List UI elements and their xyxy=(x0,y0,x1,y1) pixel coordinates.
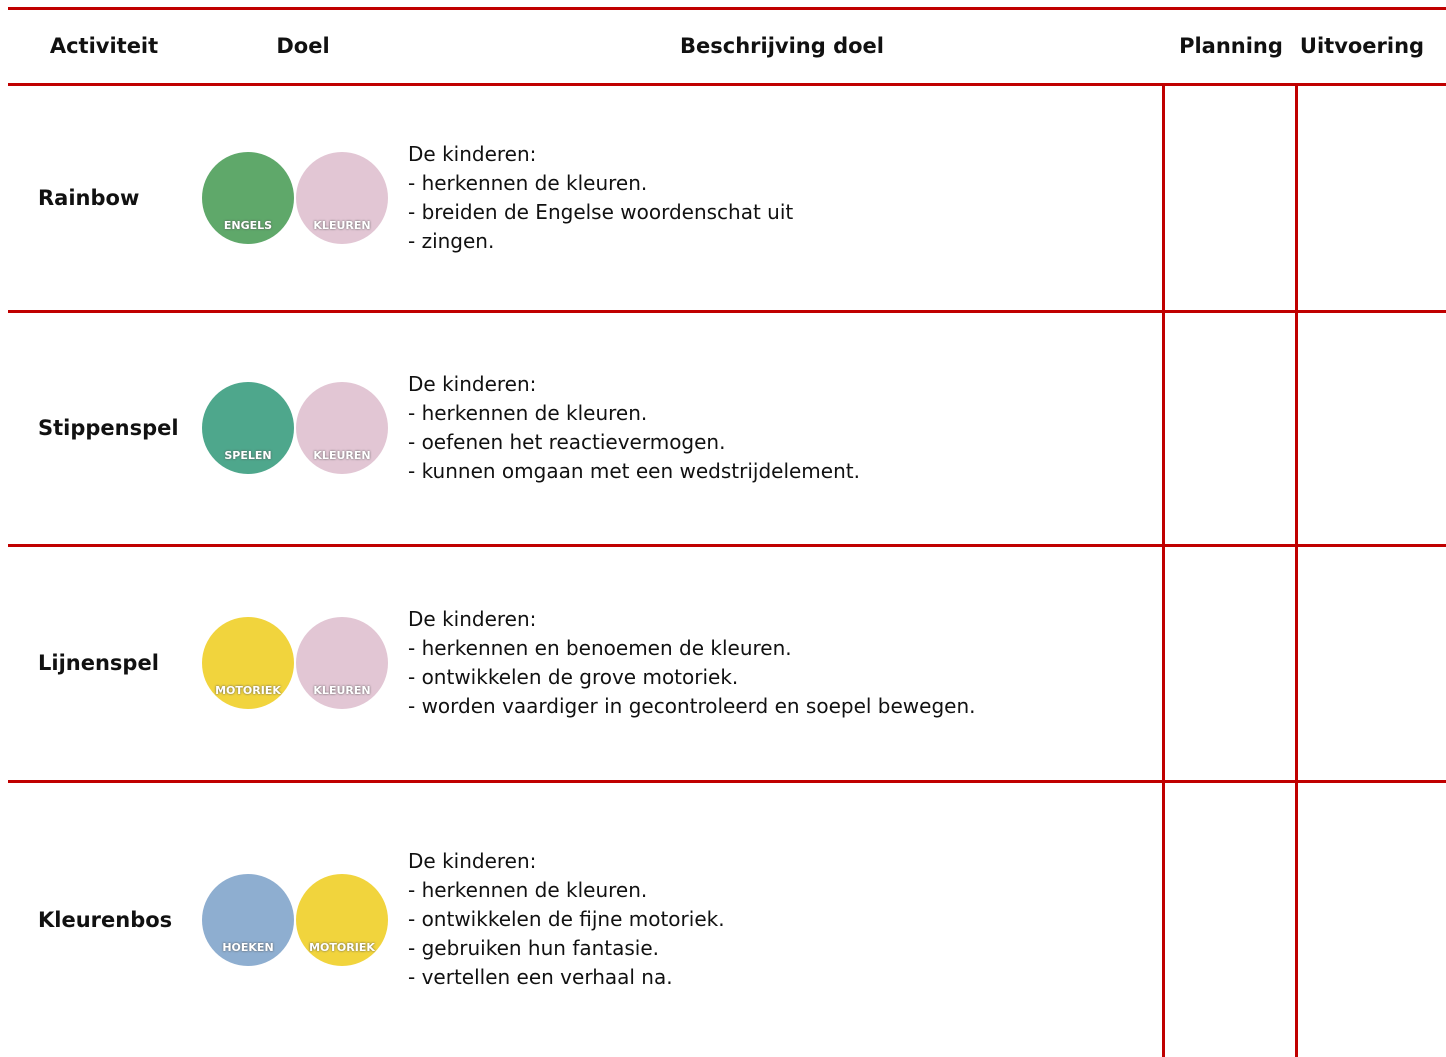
description-item: - herkennen de kleuren. xyxy=(408,171,648,195)
rule xyxy=(8,780,1446,783)
column-rule xyxy=(1295,84,1298,1057)
activity: Rainbow xyxy=(38,186,140,210)
description-item: - kunnen omgaan met een wedstrijdelement… xyxy=(408,459,860,483)
icon-label: SPELEN xyxy=(224,449,272,462)
goal-icon: ENGELS xyxy=(202,152,294,244)
description-item: - ontwikkelen de fijne motoriek. xyxy=(408,907,725,931)
goal-icon: KLEUREN xyxy=(296,152,388,244)
activity: Stippenspel xyxy=(38,416,179,440)
header-cell: Planning xyxy=(1179,34,1283,58)
description-item: - zingen. xyxy=(408,229,495,253)
icon-label: ENGELS xyxy=(223,219,273,232)
icon-label: HOEKEN xyxy=(222,940,274,954)
description-intro: De kinderen: xyxy=(408,142,537,166)
goal-icon: MOTORIEK xyxy=(296,873,388,966)
goal-icon: KLEUREN xyxy=(296,617,388,709)
icon-label: MOTORIEK xyxy=(215,684,281,697)
goal-icons: ENGELS KLEUREN xyxy=(202,152,388,244)
description: De kinderen: - herkennen de kleuren. - ont… xyxy=(408,847,725,992)
rule xyxy=(8,7,1446,10)
table-row: Lijnenspel MOTORIEK KLEUREN De kinderen: - h… xyxy=(0,546,1160,780)
description: De kinderen: - herkennen en benoemen de k… xyxy=(408,605,975,721)
table-row: Rainbow ENGELS KLEUREN De kinderen: - herken… xyxy=(0,86,1160,310)
header-cell: Uitvoering xyxy=(1299,34,1425,58)
description-intro: De kinderen: xyxy=(408,607,537,631)
description: De kinderen: - herkennen de kleuren. - bre… xyxy=(408,140,793,256)
column-rule xyxy=(1162,84,1165,1057)
description-item: - herkennen de kleuren. xyxy=(408,401,648,425)
activity: Kleurenbos xyxy=(38,907,173,932)
activity: Lijnenspel xyxy=(38,651,159,675)
goal-icon: KLEUREN xyxy=(296,382,388,474)
description-item: - ontwikkelen de grove motoriek. xyxy=(408,665,739,689)
description-intro: De kinderen: xyxy=(408,372,537,396)
rule xyxy=(8,544,1446,547)
description-intro: De kinderen: xyxy=(408,849,537,873)
description-item: - herkennen de kleuren. xyxy=(408,878,648,902)
header-cell: Beschrijving doel xyxy=(680,34,884,58)
goal-icon: HOEKEN xyxy=(202,873,294,966)
goal-icons: SPELEN KLEUREN xyxy=(202,382,388,474)
goal-icons: MOTORIEK KLEUREN xyxy=(202,617,388,709)
rule xyxy=(8,83,1446,86)
description-item: - vertellen een verhaal na. xyxy=(408,965,673,989)
description-item: - worden vaardiger in gecontroleerd en s… xyxy=(408,694,976,718)
goal-icons: HOEKEN MOTORIEK xyxy=(202,873,388,966)
goal-icon: MOTORIEK xyxy=(202,617,294,709)
icon-label: KLEUREN xyxy=(313,684,371,697)
description: De kinderen: - herkennen de kleuren. - oef… xyxy=(408,370,860,486)
icon-label: KLEUREN xyxy=(313,219,371,232)
table-row: Stippenspel SPELEN KLEUREN De kinderen: - he… xyxy=(0,312,1160,544)
icon-label: MOTORIEK xyxy=(309,940,375,954)
rule xyxy=(8,310,1446,313)
description-item: - breiden de Engelse woordenschat uit xyxy=(408,200,794,224)
header-cell: Activiteit xyxy=(49,34,159,58)
table-row: Kleurenbos HOEKEN MOTORIEK De kinderen: - he… xyxy=(0,782,1160,1057)
goal-icon: SPELEN xyxy=(202,382,294,474)
description-item: - gebruiken hun fantasie. xyxy=(408,936,660,960)
description-item: - herkennen en benoemen de kleuren. xyxy=(408,636,792,660)
header-cell: Doel xyxy=(276,34,330,58)
description-item: - oefenen het reactievermogen. xyxy=(408,430,726,454)
icon-label: KLEUREN xyxy=(313,449,371,462)
